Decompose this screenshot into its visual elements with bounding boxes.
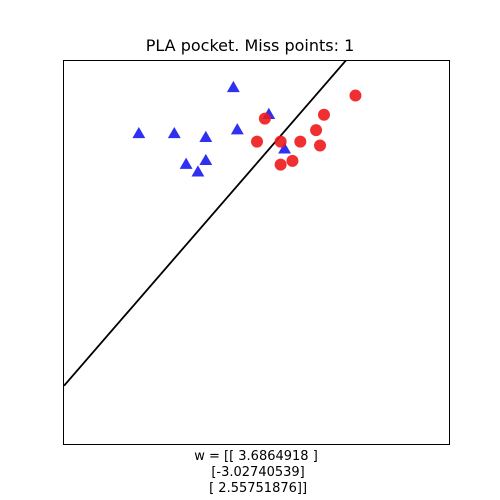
weights-line-1: w = [[ 3.6864918 ]: [194, 449, 318, 464]
weights-line-2: [-3.02740539]: [207, 465, 305, 480]
circle-point: [317, 108, 330, 121]
circle-point: [310, 124, 323, 137]
triangle-point: [230, 123, 244, 135]
triangle-point: [199, 130, 213, 142]
circle-point: [349, 89, 362, 102]
circle-point: [274, 158, 287, 171]
triangle-point: [179, 157, 193, 169]
triangle-point: [199, 153, 213, 166]
triangle-point: [167, 126, 181, 139]
triangle-point: [191, 165, 205, 177]
circle-point: [274, 135, 287, 148]
triangle-point: [226, 80, 240, 93]
plot-frame: [63, 60, 450, 445]
decision-boundary-line: [64, 61, 347, 387]
triangle-point: [278, 142, 292, 154]
circle-point: [286, 154, 299, 167]
chart-title: PLA pocket. Miss points: 1: [145, 36, 355, 55]
circle-point: [294, 135, 307, 148]
circle-point: [251, 135, 263, 148]
weights-line-3: [ 2.55751876]]: [204, 481, 308, 496]
circle-point: [258, 112, 271, 125]
weights-caption: w = [[ 3.6864918 ] [-3.02740539] [ 2.557…: [0, 449, 500, 497]
triangle-point: [132, 126, 146, 139]
circle-point: [314, 139, 327, 152]
